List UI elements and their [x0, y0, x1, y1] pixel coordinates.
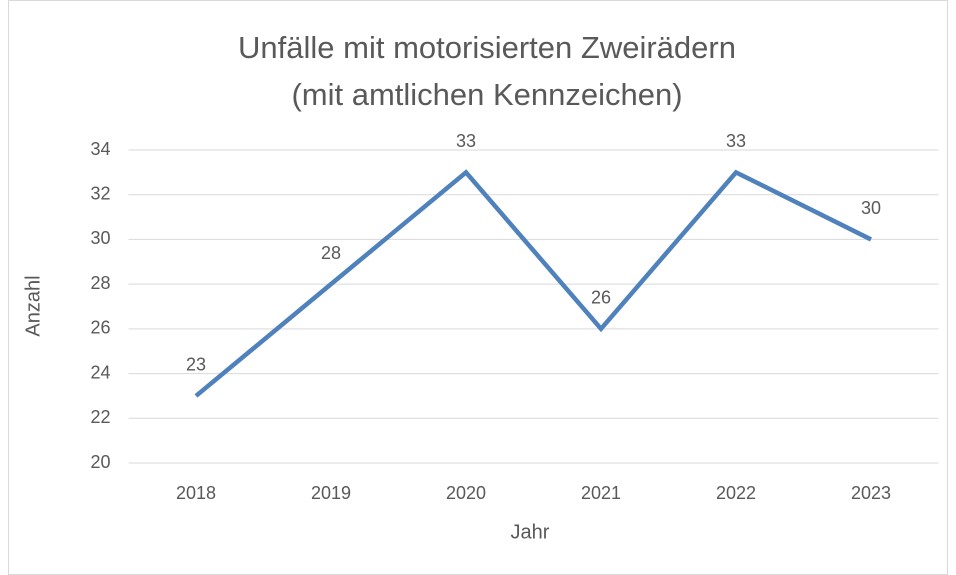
y-tick-label: 28	[90, 273, 110, 293]
data-label: 30	[861, 198, 881, 218]
x-tick-label: 2022	[716, 483, 756, 503]
data-label: 23	[186, 355, 206, 375]
data-label: 33	[726, 131, 746, 151]
x-tick-label: 2018	[176, 483, 216, 503]
data-line	[194, 169, 873, 398]
chart-title: (mit amtlichen Kennzeichen)	[291, 77, 682, 112]
y-tick-label: 34	[90, 139, 110, 159]
y-tick-label: 26	[90, 318, 110, 338]
y-tick-label: 22	[90, 407, 110, 427]
y-tick-label: 24	[90, 362, 110, 382]
data-label: 26	[591, 288, 611, 308]
chart-title: Unfälle mit motorisierten Zweirädern	[238, 30, 736, 65]
chart-border	[8, 0, 948, 575]
x-tick-label: 2019	[311, 483, 351, 503]
x-tick-label: 2021	[581, 483, 621, 503]
y-tick-label: 30	[90, 228, 110, 248]
x-tick-label: 2023	[851, 483, 891, 503]
data-label: 33	[456, 131, 476, 151]
data-label: 28	[321, 243, 341, 263]
x-axis-label: Jahr	[511, 521, 550, 543]
y-tick-label: 20	[90, 452, 110, 472]
y-axis-label: Anzahl	[22, 275, 44, 336]
y-tick-label: 32	[90, 183, 110, 203]
x-tick-label: 2020	[446, 483, 486, 503]
